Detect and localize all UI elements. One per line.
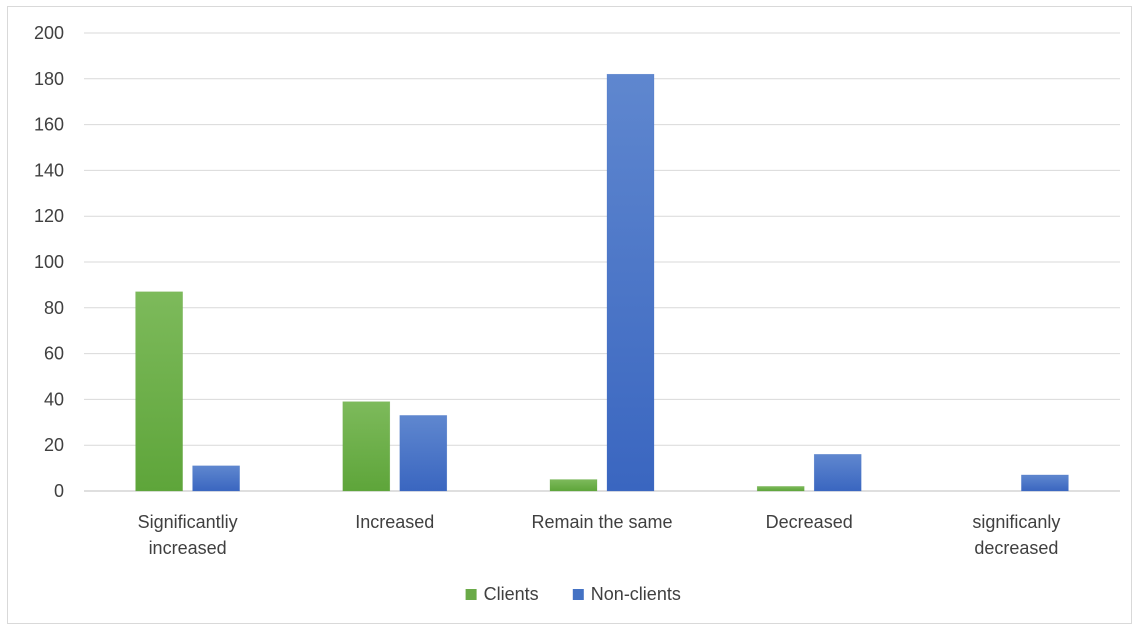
y-tick-label: 40: [44, 389, 64, 409]
y-axis: 0 20 40 60 80 100 120 140 160 180 200: [34, 23, 64, 501]
y-tick-label: 180: [34, 69, 64, 89]
y-tick-label: 160: [34, 115, 64, 135]
x-tick-label: significanly decreased: [972, 512, 1060, 558]
bar-clients-3: [756, 486, 805, 492]
gridlines: [84, 32, 1120, 492]
x-tick-label: Decreased: [766, 512, 853, 532]
y-tick-label: 20: [44, 435, 64, 455]
legend-label: Non-clients: [591, 584, 681, 604]
y-tick-label: 0: [54, 481, 64, 501]
bar-non-clients-2: [606, 73, 655, 492]
chart-frame: [7, 6, 1132, 624]
bar-clients-2: [549, 479, 598, 492]
y-tick-label: 60: [44, 344, 64, 364]
y-tick-label: 100: [34, 252, 64, 272]
bar-non-clients-4: [1021, 474, 1069, 492]
y-tick-label: 200: [34, 23, 64, 43]
y-tick-label: 120: [34, 206, 64, 226]
bar-non-clients-3: [813, 454, 862, 492]
bar-clients-1: [342, 401, 391, 492]
legend: Clients Non-clients: [465, 584, 681, 604]
y-tick-label: 140: [34, 160, 64, 180]
x-tick-label: Remain the same: [531, 512, 672, 532]
bar-clients-0: [135, 291, 183, 492]
x-axis: Significantliy increased Increased Remain t…: [138, 512, 1061, 558]
y-tick-label: 80: [44, 298, 64, 318]
bar-non-clients-0: [192, 465, 240, 492]
x-tick-label: Increased: [355, 512, 434, 532]
bar-non-clients-1: [399, 415, 448, 492]
bars: [135, 73, 1069, 492]
legend-swatch-clients: [465, 589, 477, 600]
legend-label: Clients: [484, 584, 539, 604]
legend-swatch-non-clients: [572, 589, 584, 600]
x-tick-label: Significantliy increased: [138, 512, 238, 558]
